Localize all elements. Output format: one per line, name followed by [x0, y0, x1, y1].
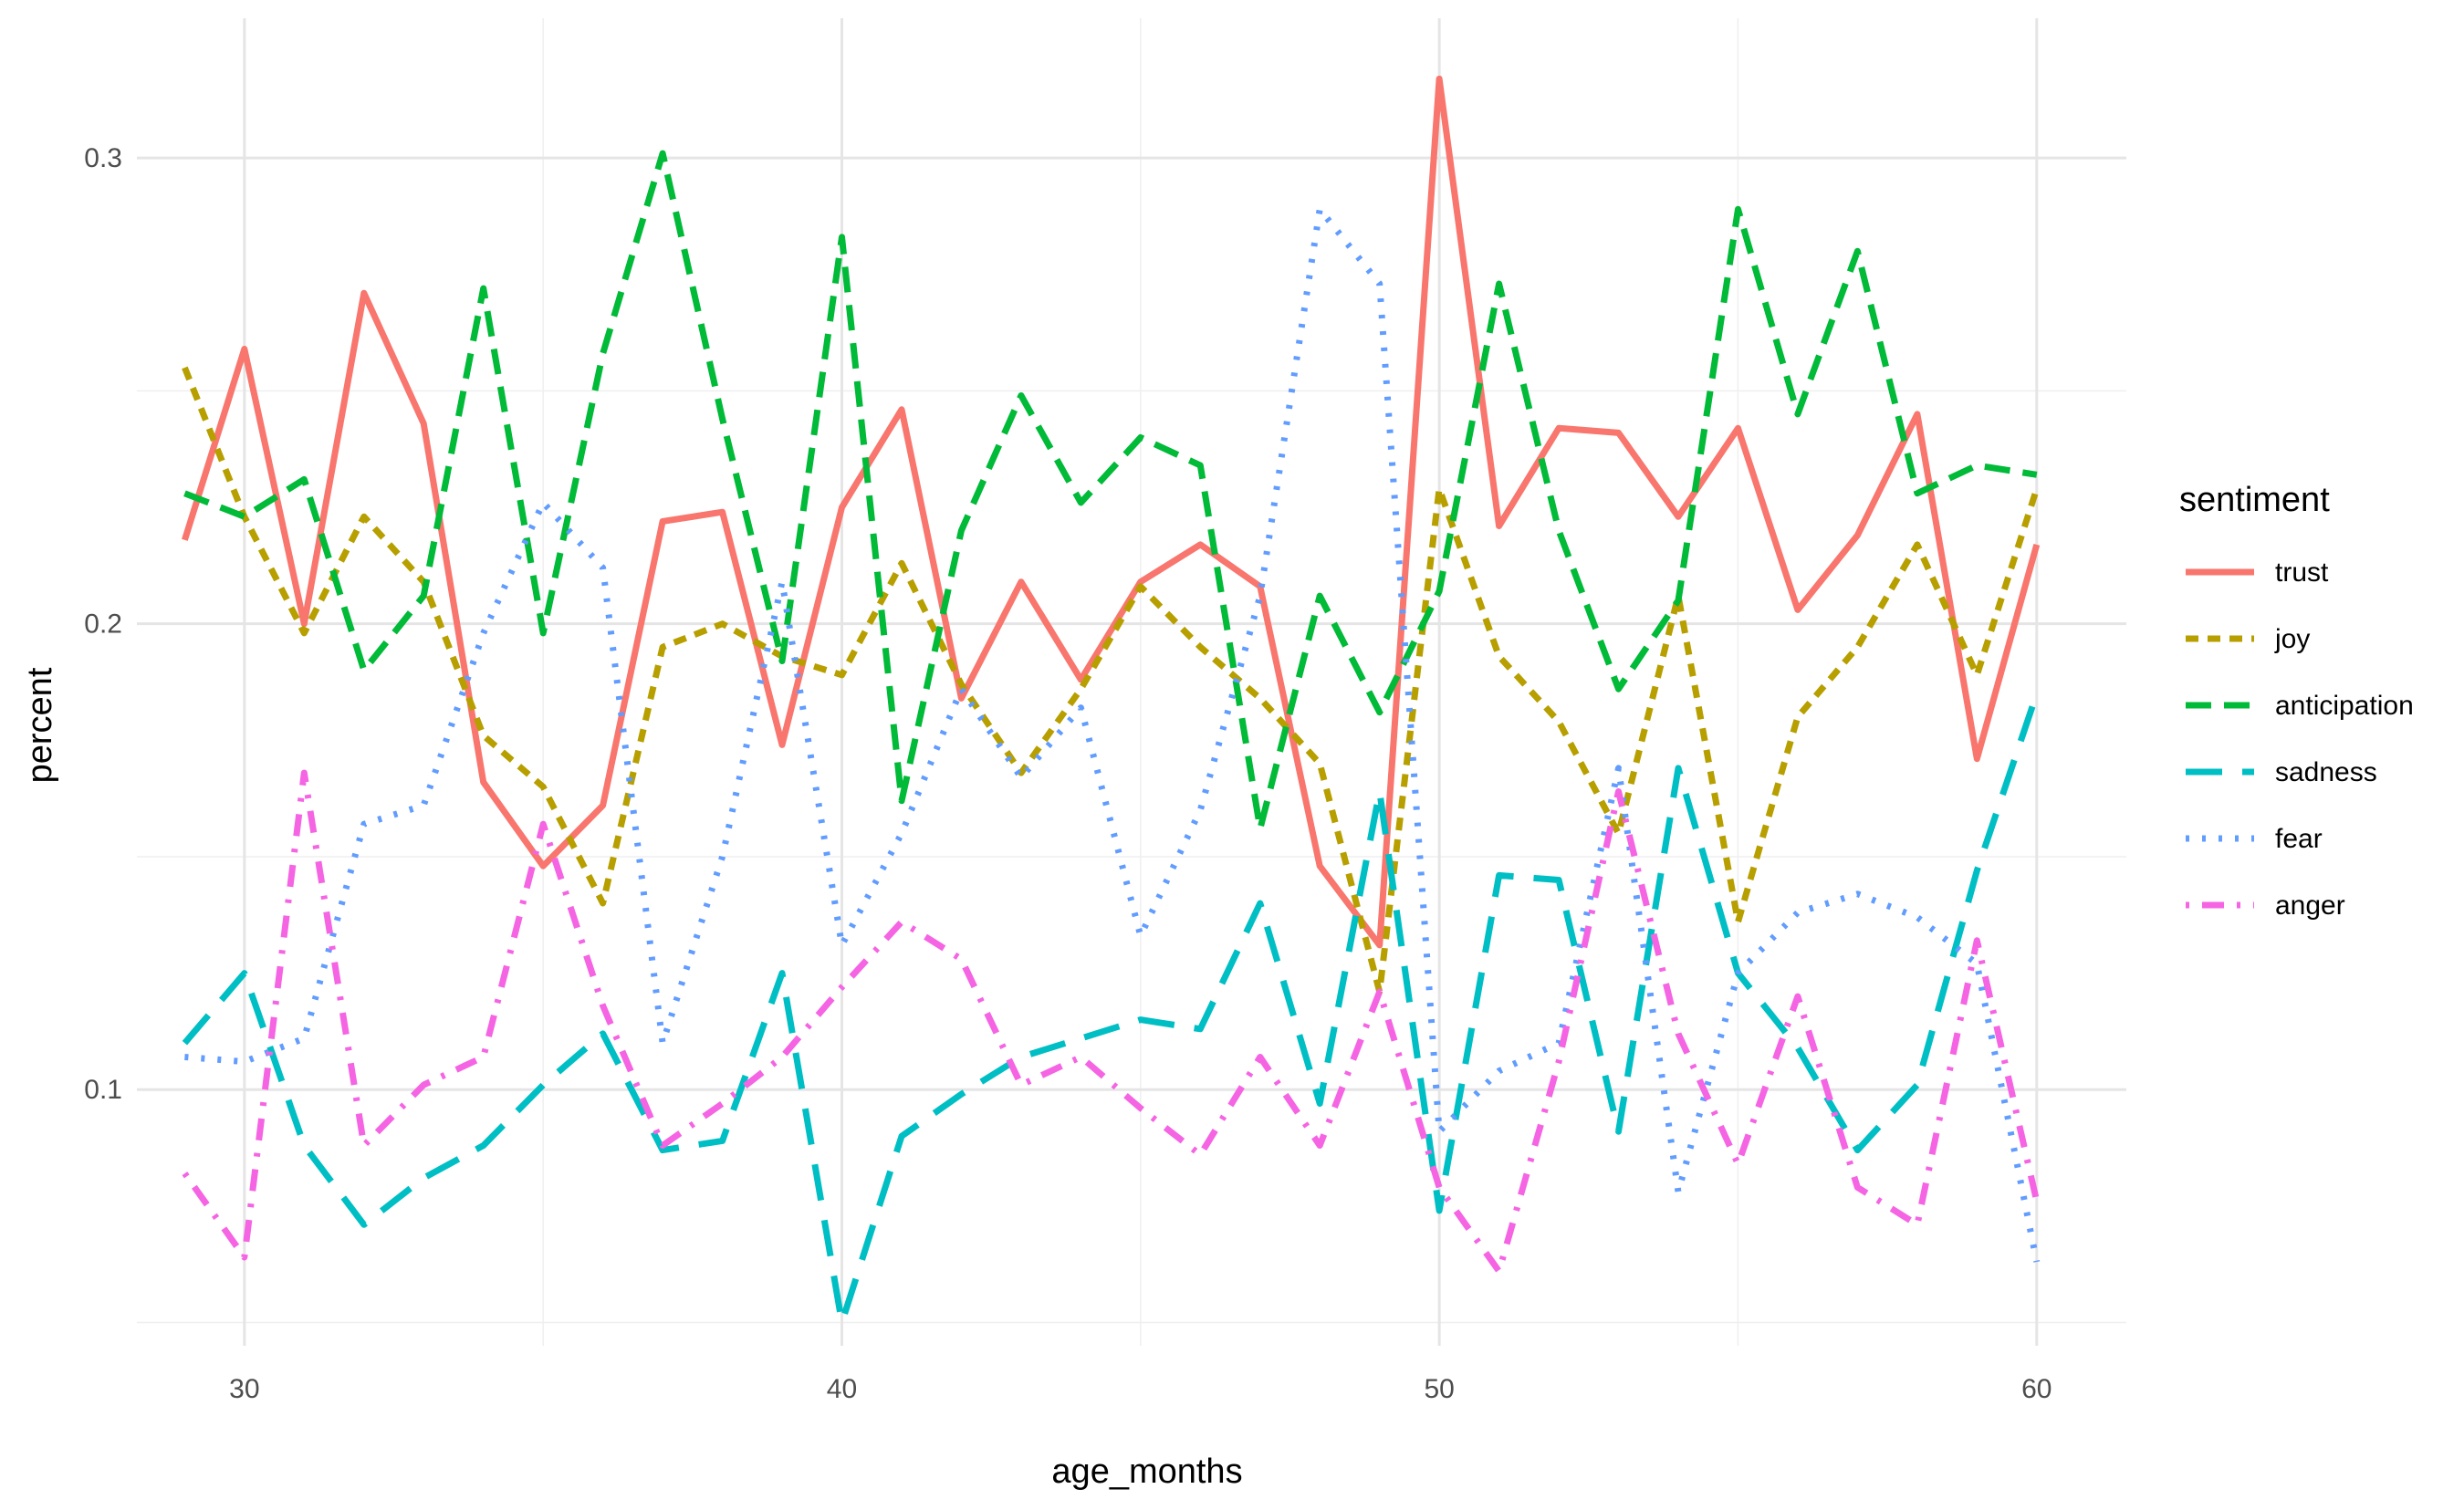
series-line-trust [182, 75, 2041, 949]
legend-title: sentiment [2179, 481, 2330, 519]
y-axis-ticks: 0.1 0.2 0.3 [84, 143, 122, 1105]
series-line-anger [182, 769, 2041, 1275]
grid [137, 18, 2126, 1346]
series-lines [182, 75, 2041, 1326]
legend-label: anticipation [2275, 691, 2414, 721]
legend-item-sadness: sadness [2186, 757, 2377, 787]
x-tick-label: 40 [827, 1374, 857, 1404]
legend: sentiment trust joy anticipation sadness fea… [2179, 481, 2414, 921]
legend-label: trust [2275, 557, 2329, 588]
legend-item-trust: trust [2186, 557, 2329, 588]
y-tick-label: 0.2 [84, 609, 122, 640]
x-axis-title: age_months [1051, 1453, 1242, 1491]
legend-items: trust joy anticipation sadness fear anger [2186, 557, 2414, 921]
legend-label: joy [2274, 624, 2310, 654]
x-tick-label: 30 [229, 1374, 259, 1404]
legend-item-anticipation: anticipation [2186, 691, 2414, 721]
legend-item-anger: anger [2186, 890, 2345, 921]
legend-item-joy: joy [2186, 624, 2310, 654]
y-tick-label: 0.1 [84, 1075, 122, 1105]
series-line-anticipation [183, 150, 2038, 832]
x-tick-label: 50 [1424, 1374, 1454, 1404]
y-axis-title: percent [21, 667, 59, 783]
legend-label: sadness [2275, 757, 2377, 787]
x-axis-ticks: 30 40 50 60 [229, 1374, 2052, 1404]
y-tick-label: 0.3 [84, 143, 122, 173]
series-line-sadness [182, 693, 2041, 1326]
legend-label: anger [2275, 890, 2345, 921]
series-line-joy [182, 366, 2041, 995]
legend-label: fear [2275, 824, 2323, 854]
x-tick-label: 60 [2021, 1374, 2052, 1404]
legend-item-fear: fear [2186, 824, 2323, 854]
